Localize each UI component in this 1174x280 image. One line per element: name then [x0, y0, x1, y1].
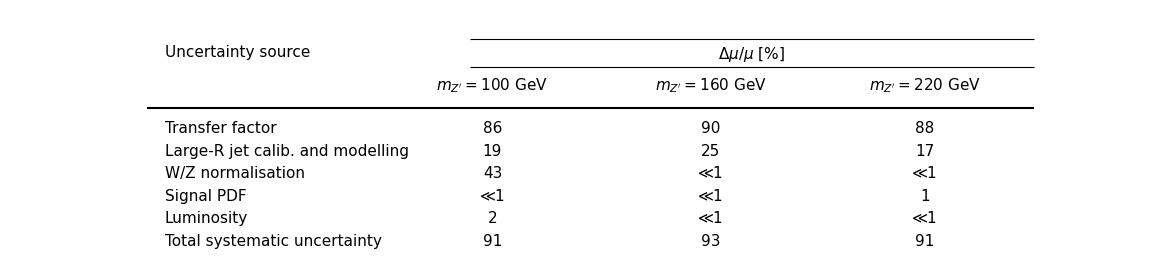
Text: 1: 1 [920, 189, 930, 204]
Text: ≪1: ≪1 [699, 166, 723, 181]
Text: $\Delta\mu/\mu$ [%]: $\Delta\mu/\mu$ [%] [718, 45, 785, 64]
Text: ≪1: ≪1 [912, 211, 938, 227]
Text: 93: 93 [701, 234, 721, 249]
Text: 19: 19 [483, 144, 502, 158]
Text: 88: 88 [915, 121, 935, 136]
Text: 25: 25 [701, 144, 721, 158]
Text: 2: 2 [487, 211, 498, 227]
Text: ≪1: ≪1 [699, 211, 723, 227]
Text: Signal PDF: Signal PDF [164, 189, 247, 204]
Text: Luminosity: Luminosity [164, 211, 248, 227]
Text: ≪1: ≪1 [480, 189, 505, 204]
Text: $m_{Z'} = 160$ GeV: $m_{Z'} = 160$ GeV [655, 77, 767, 95]
Text: 91: 91 [915, 234, 935, 249]
Text: W/Z normalisation: W/Z normalisation [164, 166, 305, 181]
Text: $m_{Z'} = 220$ GeV: $m_{Z'} = 220$ GeV [869, 77, 980, 95]
Text: 91: 91 [483, 234, 502, 249]
Text: 43: 43 [483, 166, 502, 181]
Text: Transfer factor: Transfer factor [164, 121, 277, 136]
Text: ≪1: ≪1 [912, 166, 938, 181]
Text: Uncertainty source: Uncertainty source [164, 45, 310, 60]
Text: $m_{Z'} = 100$ GeV: $m_{Z'} = 100$ GeV [437, 77, 548, 95]
Text: Large-R jet calib. and modelling: Large-R jet calib. and modelling [164, 144, 409, 158]
Text: 90: 90 [701, 121, 721, 136]
Text: 86: 86 [483, 121, 502, 136]
Text: Total systematic uncertainty: Total systematic uncertainty [164, 234, 382, 249]
Text: 17: 17 [915, 144, 935, 158]
Text: ≪1: ≪1 [699, 189, 723, 204]
